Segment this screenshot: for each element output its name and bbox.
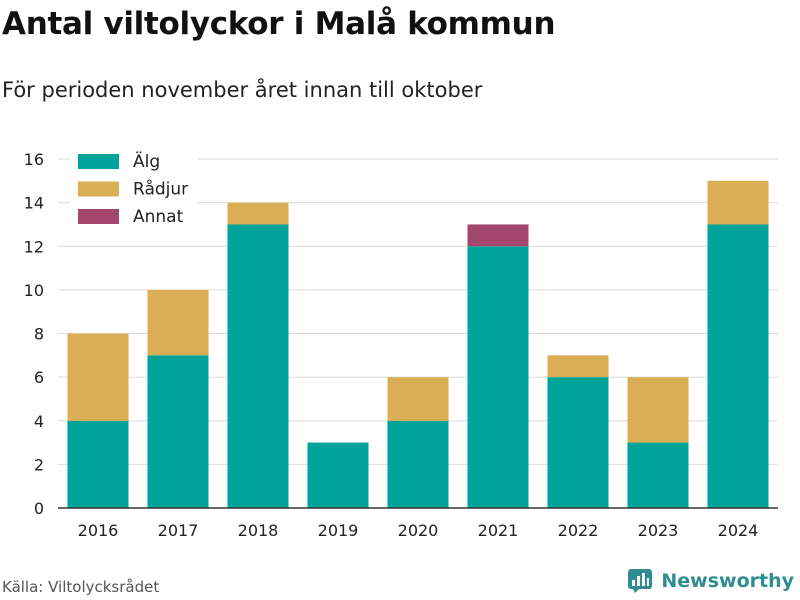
bar-segment [227, 224, 289, 508]
y-tick-label: 2 [34, 455, 44, 474]
y-tick-label: 8 [34, 325, 44, 344]
stacked-bar-chart: 0 2 4 6 8 10 12 14 16 2016 2017 2018 2019 2020 2021 202… [24, 148, 778, 540]
bar-segment [467, 224, 529, 247]
y-tick-label: 0 [34, 499, 44, 518]
bar-segment [627, 442, 689, 508]
source-label: Källa: Viltolycksrådet [2, 578, 160, 596]
x-tick-label: 2024 [718, 521, 759, 540]
bar-segment [467, 246, 529, 508]
x-tick-label: 2020 [398, 521, 439, 540]
bar-segment [67, 333, 129, 421]
newsworthy-logo-icon [628, 569, 653, 593]
bar-segment [307, 442, 369, 508]
chart-title: Antal viltolyckor i Malå kommun [2, 6, 556, 42]
legend-label: Älg [133, 151, 160, 172]
legend-label: Annat [133, 207, 184, 227]
legend-swatch [78, 209, 119, 224]
legend-swatch [78, 154, 119, 169]
brand-name: Newsworthy [661, 570, 794, 592]
bar-segment [547, 377, 609, 508]
x-tick-label: 2017 [158, 521, 199, 540]
bar-segment [547, 355, 609, 378]
legend-swatch [78, 181, 119, 197]
legend-label: Rådjur [133, 179, 188, 200]
bar-segment [147, 289, 209, 356]
x-tick-label: 2019 [318, 521, 359, 540]
chart-subtitle: För perioden november året innan till ok… [2, 78, 483, 102]
y-tick-label: 14 [24, 194, 44, 213]
bar-segment [387, 377, 449, 421]
brand-logo: Newsworthy [627, 568, 794, 594]
bar-segment [387, 420, 449, 508]
bar-segment [707, 180, 769, 225]
bar-segment [627, 377, 689, 443]
bar-segment [67, 420, 129, 508]
x-tick-label: 2021 [478, 521, 519, 540]
bar-segment [707, 224, 769, 508]
bar-segment [227, 202, 289, 225]
x-tick-label: 2023 [638, 521, 679, 540]
bar-segment [147, 355, 209, 508]
y-tick-label: 4 [34, 412, 44, 431]
x-tick-label: 2016 [78, 521, 119, 540]
x-tick-label: 2018 [238, 521, 279, 540]
y-tick-label: 12 [24, 237, 44, 256]
y-tick-label: 10 [24, 281, 44, 300]
y-tick-label: 6 [34, 368, 44, 387]
y-tick-label: 16 [24, 150, 44, 169]
x-tick-label: 2022 [558, 521, 599, 540]
